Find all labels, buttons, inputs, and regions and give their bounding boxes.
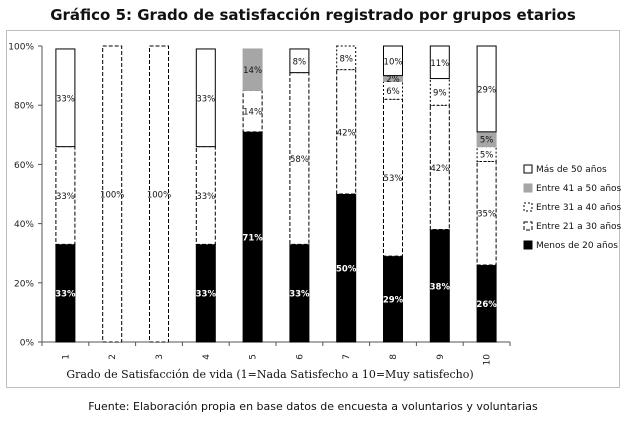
- data-label: 2%: [386, 75, 400, 85]
- data-label: 53%: [384, 174, 403, 184]
- legend-swatch: [523, 221, 533, 231]
- data-label: 14%: [243, 66, 262, 76]
- data-label: 42%: [337, 128, 356, 138]
- bar-segment: [149, 45, 169, 343]
- legend-label: Más de 50 años: [536, 165, 607, 175]
- bars: 33% 33% 33% 100% 100% 33% 33% 33% 71% 14% 14% 33% 58…: [55, 45, 497, 343]
- data-label: 11%: [430, 59, 449, 69]
- legend-label: Entre 21 a 30 años: [536, 222, 622, 232]
- x-tick-label: 9: [436, 354, 446, 360]
- data-label: 8%: [293, 57, 307, 67]
- data-label: 9%: [433, 88, 447, 98]
- bar-segment: [242, 48, 263, 91]
- data-label: 35%: [477, 210, 496, 220]
- chart-title: Gráfico 5: Grado de satisfacción registr…: [50, 6, 576, 24]
- legend-swatch: [523, 164, 533, 174]
- data-label: 10%: [384, 57, 403, 67]
- bar-segment: [336, 45, 357, 71]
- legend-label: Entre 41 a 50 años: [536, 184, 622, 194]
- data-label: 5%: [480, 136, 494, 146]
- data-label: 38%: [430, 282, 451, 292]
- y-tick-label: 0%: [20, 339, 35, 349]
- data-label: 100%: [100, 191, 124, 201]
- stacked-bar-chart: 0% 20% 40% 60% 80% 100% 1 2 3 4 5 6 7 8 9 10 33% 33% 33% 1…: [8, 43, 622, 382]
- data-label: 26%: [476, 300, 497, 310]
- bar-segment: [383, 45, 403, 77]
- chart-area-frame: [6, 30, 620, 388]
- y-tick-label: 40%: [14, 220, 34, 230]
- data-label: 33%: [289, 290, 310, 300]
- x-tick-label: 1: [61, 354, 71, 360]
- legend-swatch: [523, 240, 533, 250]
- data-label: 33%: [196, 94, 215, 104]
- data-label: 5%: [480, 151, 494, 161]
- y-tick-label: 100%: [8, 43, 34, 53]
- x-tick-label: 8: [389, 354, 399, 360]
- bar-segment: [102, 45, 123, 343]
- source-note: Fuente: Elaboración propia en base datos…: [88, 400, 538, 413]
- x-tick-label: 3: [155, 354, 165, 360]
- data-label: 71%: [242, 233, 263, 243]
- y-tick-label: 20%: [14, 279, 34, 289]
- legend-label: Entre 31 a 40 años: [536, 203, 622, 213]
- data-label: 58%: [290, 155, 309, 165]
- data-label: 14%: [243, 108, 262, 118]
- data-label: 29%: [477, 85, 496, 95]
- x-tick-label: 2: [108, 354, 118, 360]
- data-label: 33%: [196, 290, 217, 300]
- data-label: 42%: [430, 164, 449, 174]
- y-tick-label: 60%: [14, 161, 34, 171]
- legend-swatch: [523, 202, 533, 212]
- bar-segment: [55, 48, 76, 148]
- bar-segment: [195, 48, 216, 148]
- x-tick-label: 10: [483, 354, 493, 366]
- data-label: 6%: [386, 87, 400, 97]
- data-label: 50%: [336, 265, 357, 275]
- data-label: 8%: [339, 54, 353, 64]
- bar-segment: [289, 48, 310, 74]
- x-tick-label: 6: [295, 354, 305, 360]
- x-tick-label: 7: [342, 354, 352, 360]
- data-label: 33%: [56, 192, 75, 202]
- legend: Más de 50 años Entre 41 a 50 años Entre 31…: [523, 164, 622, 251]
- legend-label: Menos de 20 años: [536, 241, 618, 251]
- data-label: 100%: [147, 191, 171, 201]
- x-tick-label: 4: [202, 354, 212, 360]
- y-tick-label: 80%: [14, 102, 34, 112]
- bar-segment: [429, 45, 450, 80]
- data-label: 33%: [55, 290, 76, 300]
- bar-segment: [476, 45, 497, 133]
- x-axis-label: Grado de Satisfacción de vida (1=Nada Sa…: [66, 368, 473, 381]
- x-tick-label: 5: [249, 354, 259, 360]
- legend-swatch: [523, 183, 533, 193]
- data-label: 29%: [383, 296, 404, 306]
- data-label: 33%: [56, 94, 75, 104]
- data-label: 33%: [196, 192, 215, 202]
